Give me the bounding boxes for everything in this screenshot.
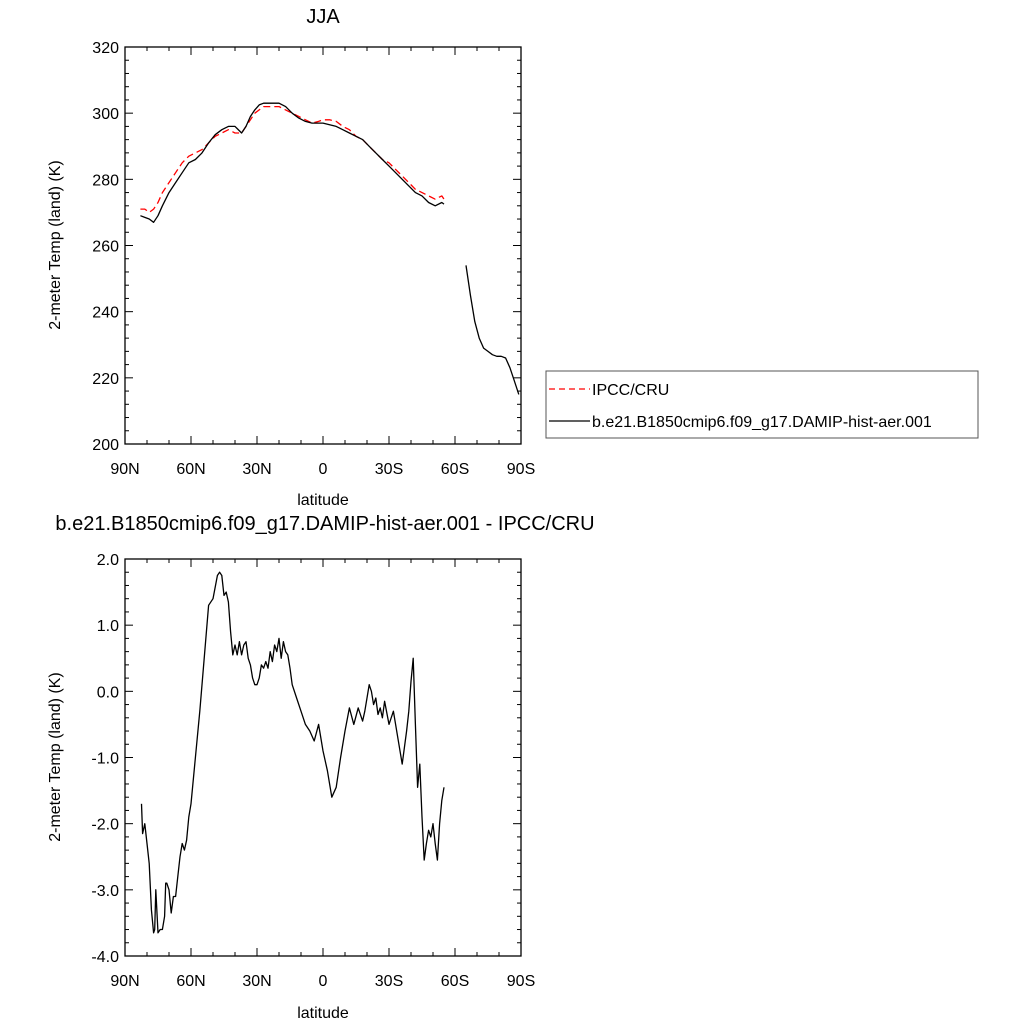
bottom-x-tick-label: 30S bbox=[375, 973, 403, 990]
bottom-y-tick-label: -3.0 bbox=[91, 883, 119, 900]
bottom-y-tick-label: 2.0 bbox=[97, 552, 119, 569]
bottom-chart-title: b.e21.B1850cmip6.f09_g17.DAMIP-hist-aer.… bbox=[55, 513, 594, 535]
top-y-axis-label: 2-meter Temp (land) (K) bbox=[47, 160, 64, 330]
top-x-tick-label: 60S bbox=[441, 461, 469, 478]
bottom-ticks: 90N 60N 30N 0 30S 60S 90S -4.0 -3.0 -2.0 -1.0 0.0 1.… bbox=[91, 552, 535, 990]
top-x-tick-label: 90N bbox=[110, 461, 139, 478]
top-x-tick-label: 60N bbox=[176, 461, 205, 478]
top-x-tick-label: 30N bbox=[242, 461, 271, 478]
top-series-line-1 bbox=[140, 102, 520, 395]
bottom-y-tick-label: 0.0 bbox=[97, 684, 119, 701]
top-series-layer bbox=[140, 102, 520, 395]
top-series-line-0 bbox=[140, 105, 445, 214]
top-x-tick-label: 30S bbox=[375, 461, 403, 478]
bottom-series-layer bbox=[140, 571, 445, 934]
top-y-tick-label: 220 bbox=[92, 371, 119, 388]
top-y-tick-label: 200 bbox=[92, 437, 119, 454]
legend: IPCC/CRU b.e21.B1850cmip6.f09_g17.DAMIP-… bbox=[545, 370, 979, 439]
bottom-y-axis-label: 2-meter Temp (land) (K) bbox=[47, 672, 64, 842]
top-y-tick-label: 280 bbox=[92, 172, 119, 189]
top-chart-title: JJA bbox=[306, 6, 340, 28]
bottom-x-axis-label: latitude bbox=[297, 1005, 349, 1022]
bottom-plot-frame bbox=[124, 558, 522, 957]
legend-box bbox=[545, 370, 979, 439]
bottom-y-tick-label: -4.0 bbox=[91, 949, 119, 966]
bottom-x-tick-label: 0 bbox=[319, 973, 328, 990]
legend-label-ipcc-cru: IPCC/CRU bbox=[592, 382, 669, 399]
top-y-tick-label: 260 bbox=[92, 239, 119, 256]
bottom-y-tick-label: -1.0 bbox=[91, 751, 119, 768]
bottom-x-tick-label: 60S bbox=[441, 973, 469, 990]
bottom-y-tick-label: 1.0 bbox=[97, 618, 119, 635]
top-x-axis-label: latitude bbox=[297, 492, 349, 509]
bottom-x-tick-label: 30N bbox=[242, 973, 271, 990]
top-y-tick-label: 300 bbox=[92, 106, 119, 123]
top-plot-frame bbox=[124, 46, 522, 445]
top-panel: JJA 90N 60N 30N 0 30S 60S 90S 200 220 240 260 280 30… bbox=[47, 6, 979, 509]
bottom-y-tick-label: -2.0 bbox=[91, 817, 119, 834]
top-y-tick-label: 240 bbox=[92, 305, 119, 322]
bottom-x-tick-label: 60N bbox=[176, 973, 205, 990]
top-ticks: 90N 60N 30N 0 30S 60S 90S 200 220 240 260 280 300 320 bbox=[92, 40, 535, 478]
bottom-panel: b.e21.B1850cmip6.f09_g17.DAMIP-hist-aer.… bbox=[47, 513, 595, 1022]
top-x-tick-label: 0 bbox=[319, 461, 328, 478]
bottom-x-tick-label: 90S bbox=[507, 973, 535, 990]
legend-label-model: b.e21.B1850cmip6.f09_g17.DAMIP-hist-aer.… bbox=[592, 414, 932, 431]
top-y-tick-label: 320 bbox=[92, 40, 119, 57]
bottom-series-line-0 bbox=[140, 571, 445, 934]
bottom-x-tick-label: 90N bbox=[110, 973, 139, 990]
top-x-tick-label: 90S bbox=[507, 461, 535, 478]
